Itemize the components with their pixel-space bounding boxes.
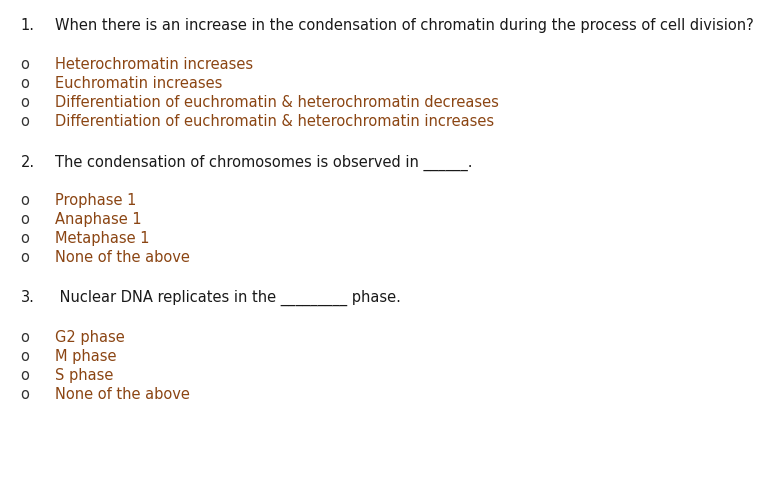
Text: o: o	[21, 114, 30, 129]
Text: Heterochromatin increases: Heterochromatin increases	[55, 57, 253, 72]
Text: o: o	[21, 95, 30, 110]
Text: Euchromatin increases: Euchromatin increases	[55, 76, 222, 91]
Text: G2 phase: G2 phase	[55, 330, 125, 345]
Text: When there is an increase in the condensation of chromatin during the process of: When there is an increase in the condens…	[55, 18, 753, 33]
Text: o: o	[21, 57, 30, 72]
Text: Metaphase 1: Metaphase 1	[55, 231, 149, 246]
Text: o: o	[21, 349, 30, 364]
Text: o: o	[21, 250, 30, 265]
Text: o: o	[21, 76, 30, 91]
Text: o: o	[21, 368, 30, 383]
Text: Prophase 1: Prophase 1	[55, 193, 136, 208]
Text: Differentiation of euchromatin & heterochromatin decreases: Differentiation of euchromatin & heteroc…	[55, 95, 498, 110]
Text: M phase: M phase	[55, 349, 116, 364]
Text: o: o	[21, 193, 30, 208]
Text: o: o	[21, 231, 30, 246]
Text: o: o	[21, 330, 30, 345]
Text: None of the above: None of the above	[55, 250, 189, 265]
Text: Differentiation of euchromatin & heterochromatin increases: Differentiation of euchromatin & heteroc…	[55, 114, 494, 129]
Text: None of the above: None of the above	[55, 387, 189, 402]
Text: 3.: 3.	[21, 290, 34, 305]
Text: 1.: 1.	[21, 18, 34, 33]
Text: The condensation of chromosomes is observed in ______.: The condensation of chromosomes is obser…	[55, 155, 473, 171]
Text: 2.: 2.	[21, 155, 35, 170]
Text: S phase: S phase	[55, 368, 113, 383]
Text: o: o	[21, 387, 30, 402]
Text: Nuclear DNA replicates in the _________ phase.: Nuclear DNA replicates in the _________ …	[55, 290, 401, 306]
Text: Anaphase 1: Anaphase 1	[55, 212, 142, 227]
Text: o: o	[21, 212, 30, 227]
